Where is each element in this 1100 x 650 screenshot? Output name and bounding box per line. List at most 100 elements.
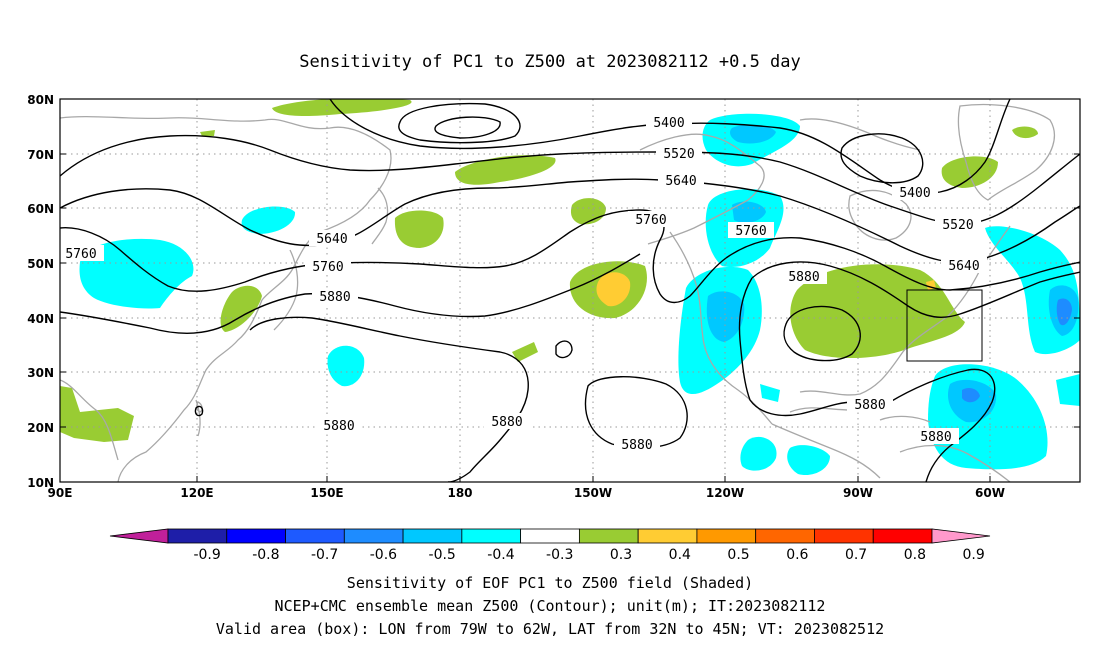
contour-label: 5760 bbox=[312, 260, 343, 275]
shade-cyan-siberia bbox=[241, 206, 296, 234]
contour-label: 5400 bbox=[653, 116, 684, 131]
shaded-negative-0.4 bbox=[706, 124, 1079, 423]
shade-cyan-atlantic-south bbox=[1056, 374, 1080, 406]
figure-title: Sensitivity of PC1 to Z500 at 2023082112… bbox=[299, 52, 801, 72]
lon-tick-label: 150W bbox=[574, 486, 612, 500]
lat-tick-label: 20N bbox=[27, 421, 54, 435]
colorbar-swatch bbox=[578, 528, 639, 544]
contour-5880-japan bbox=[249, 316, 529, 482]
contour-label: 5520 bbox=[663, 147, 694, 162]
shade-blue-us-west bbox=[706, 291, 745, 342]
coast-central-am bbox=[771, 423, 881, 479]
lat-tick-label: 50N bbox=[27, 257, 54, 271]
map-frame bbox=[59, 98, 1081, 483]
contour-labels: 5400 5520 5640 5760 5400 5520 5640 5760 … bbox=[60, 114, 987, 453]
colorbar-swatch bbox=[755, 528, 815, 544]
contour-5880-closed-small bbox=[555, 340, 573, 359]
contour-label: 5880 bbox=[920, 430, 951, 445]
contour-label: 5760 bbox=[65, 247, 96, 262]
colorbar-label: -0.4 bbox=[487, 547, 514, 563]
lon-tick-label: 60W bbox=[975, 486, 1005, 500]
colorbar-label: 0.4 bbox=[669, 547, 691, 563]
colorbar-label: -0.7 bbox=[311, 547, 338, 563]
contour-5880-na bbox=[751, 261, 1080, 318]
shaded-positive-0.3 bbox=[60, 99, 1038, 442]
shade-green-arctic-2 bbox=[200, 130, 215, 136]
contour-label: 5640 bbox=[316, 232, 347, 247]
colorbar-label: -0.5 bbox=[429, 547, 456, 563]
contour-label: 5400 bbox=[899, 186, 930, 201]
contour-5400-closed-pacific bbox=[398, 102, 521, 144]
contour-5880-closed-ep bbox=[584, 376, 688, 449]
contour-5880-closed-us bbox=[783, 305, 861, 362]
lat-tick-labels: 80N 70N 60N 50N 40N 30N 20N 10N bbox=[27, 93, 54, 490]
lat-tick-label: 40N bbox=[27, 312, 54, 326]
lon-tick-label: 150E bbox=[310, 486, 343, 500]
colorbar-label: -0.9 bbox=[193, 547, 220, 563]
colorbar-label: 0.7 bbox=[845, 547, 867, 563]
tick-marks bbox=[60, 98, 1080, 482]
coast-greenland bbox=[957, 103, 1055, 201]
contour-label: 5880 bbox=[788, 270, 819, 285]
coast-taiwan bbox=[196, 401, 203, 413]
contour-label: 5640 bbox=[948, 259, 979, 274]
coast-alaska bbox=[639, 133, 765, 245]
lon-tick-label: 120W bbox=[706, 486, 744, 500]
shade-green-japan bbox=[220, 285, 262, 332]
coast-hudson bbox=[848, 189, 912, 241]
contour-label: 5760 bbox=[735, 224, 766, 239]
lon-tick-label: 120E bbox=[180, 486, 213, 500]
valid-area-box bbox=[906, 289, 983, 362]
map-panel: 5400 5520 5640 5760 5400 5520 5640 5760 … bbox=[27, 93, 1081, 500]
caption-line: Sensitivity of EOF PC1 to Z500 field (Sh… bbox=[347, 574, 753, 592]
colorbar-label: -0.8 bbox=[252, 547, 279, 563]
contour-5760-asia bbox=[60, 209, 727, 304]
shade-green-hawaii bbox=[512, 342, 538, 362]
colorbar-label: -0.6 bbox=[370, 547, 397, 563]
coast-south-am bbox=[899, 444, 1011, 482]
lat-tick-label: 60N bbox=[27, 202, 54, 216]
contour-5760-na bbox=[725, 236, 1080, 291]
caption-line: NCEP+CMC ensemble mean Z500 (Contour); u… bbox=[275, 597, 826, 615]
colorbar-swatch bbox=[461, 528, 522, 544]
lon-tick-label: 180 bbox=[447, 486, 472, 500]
contour-label: 5520 bbox=[942, 218, 973, 233]
colorbar-swatch bbox=[637, 528, 698, 544]
colorbar-labels: -0.9 -0.8 -0.7 -0.6 -0.5 -0.4 -0.3 0.3 0.4 0.5 0.6… bbox=[193, 547, 984, 563]
colorbar-swatch bbox=[226, 528, 286, 544]
contour-label: 5760 bbox=[635, 213, 666, 228]
colorbar-swatch bbox=[814, 528, 874, 544]
contour-5880-atlantic bbox=[889, 368, 996, 482]
contour-5880-us bbox=[738, 277, 856, 417]
shade-blue-arctic bbox=[730, 124, 776, 144]
colorbar-label: -0.3 bbox=[546, 547, 573, 563]
shade-green-north-pacific bbox=[455, 155, 556, 185]
shade-green-india bbox=[60, 386, 134, 442]
colorbar-swatches bbox=[109, 528, 991, 544]
colorbar-swatch bbox=[285, 528, 345, 544]
colorbar-label: 0.3 bbox=[610, 547, 632, 563]
shade-cyan-e-pacific bbox=[740, 436, 777, 471]
colorbar: -0.9 -0.8 -0.7 -0.6 -0.5 -0.4 -0.3 0.3 0.4 0.5 0.6… bbox=[109, 528, 991, 563]
lat-tick-label: 80N bbox=[27, 93, 54, 107]
contour-label: 5880 bbox=[854, 398, 885, 413]
contour-label: 5880 bbox=[319, 290, 350, 305]
shade-cyan-mexico bbox=[760, 384, 780, 402]
contour-5880-india bbox=[194, 405, 204, 417]
colorbar-label: 0.9 bbox=[963, 547, 985, 563]
contour-label: 5880 bbox=[323, 419, 354, 434]
shade-darkblue-atlantic bbox=[1056, 298, 1072, 326]
coast-canadian-arctic bbox=[799, 118, 921, 151]
colorbar-label: 0.6 bbox=[786, 547, 808, 563]
shade-yellow-ne-pacific bbox=[596, 272, 631, 307]
coast-kamchatka bbox=[371, 187, 389, 245]
shade-cyan-n-pacific bbox=[327, 345, 365, 387]
shade-cyan-e-pacific-2 bbox=[787, 445, 830, 476]
colorbar-swatch bbox=[520, 528, 580, 544]
colorbar-swatch bbox=[696, 528, 757, 544]
shaded-negative-0.5 bbox=[962, 298, 1072, 403]
shade-green-west-pacific bbox=[394, 210, 444, 248]
colorbar-swatch bbox=[872, 528, 933, 544]
coast-cuba bbox=[879, 415, 931, 423]
